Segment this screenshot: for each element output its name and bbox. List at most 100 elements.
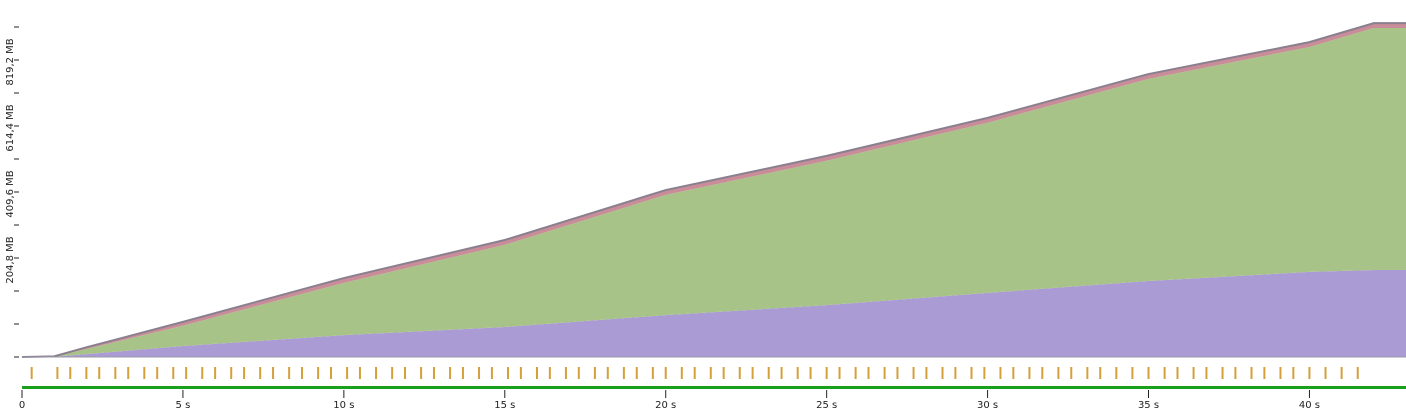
event (622, 367, 625, 379)
event (825, 367, 828, 379)
event (1147, 367, 1150, 379)
event (1279, 367, 1282, 379)
event (56, 367, 59, 379)
event (185, 367, 188, 379)
event (1012, 367, 1015, 379)
event (1205, 367, 1208, 379)
event (535, 367, 538, 379)
y-tick-label: 409,6 MB (5, 170, 16, 217)
event (983, 367, 986, 379)
event (1340, 367, 1343, 379)
event (767, 367, 770, 379)
event (1115, 367, 1118, 379)
x-tick-label: 20 s (655, 400, 676, 411)
event (1176, 367, 1179, 379)
event (751, 367, 754, 379)
event (85, 367, 88, 379)
event (883, 367, 886, 379)
y-tick-label: 614,4 MB (5, 104, 16, 151)
event (214, 367, 217, 379)
area (22, 23, 1406, 357)
event (127, 367, 130, 379)
event (1308, 367, 1311, 379)
event (478, 367, 481, 379)
event (925, 367, 928, 379)
event (259, 367, 262, 379)
x-tick-label: 40 s (1299, 400, 1320, 411)
event (664, 367, 667, 379)
event (722, 367, 725, 379)
x-tick-label: 30 s (977, 400, 998, 411)
event (1221, 367, 1224, 379)
event (329, 367, 332, 379)
event (288, 367, 291, 379)
event (999, 367, 1002, 379)
event (404, 367, 407, 379)
event (1041, 367, 1044, 379)
event (1131, 367, 1134, 379)
event (172, 367, 175, 379)
event (1324, 367, 1327, 379)
event (156, 367, 159, 379)
event (1086, 367, 1089, 379)
event (867, 367, 870, 379)
event (1070, 367, 1073, 379)
event (346, 367, 349, 379)
event (1099, 367, 1102, 379)
event (796, 367, 799, 379)
event (1250, 367, 1253, 379)
event (564, 367, 567, 379)
x-tick-label: 10 s (333, 400, 354, 411)
event (391, 367, 394, 379)
event (507, 367, 510, 379)
event (1263, 367, 1266, 379)
event (693, 367, 696, 379)
event (420, 367, 423, 379)
event (548, 367, 551, 379)
event (143, 367, 146, 379)
event (680, 367, 683, 379)
event (449, 367, 452, 379)
x-tick-label: 5 s (176, 400, 191, 411)
event (461, 367, 464, 379)
event (941, 367, 944, 379)
event (114, 367, 117, 379)
y-tick-label: 204,8 MB (5, 236, 16, 283)
y-tick-label: 819,2 MB (5, 38, 16, 85)
event (358, 367, 361, 379)
x-tick-label: 0 (19, 400, 25, 411)
event (490, 367, 493, 379)
outline (21, 22, 1406, 358)
event (1192, 367, 1195, 379)
event (301, 367, 304, 379)
area (22, 27, 1406, 358)
event (317, 367, 320, 379)
event (30, 367, 33, 379)
event (606, 367, 609, 379)
event (98, 367, 101, 379)
event (69, 367, 72, 379)
event (577, 367, 580, 379)
event (912, 367, 915, 379)
event (432, 367, 435, 379)
timeline-bar (22, 386, 1406, 389)
event (954, 367, 957, 379)
event (651, 367, 654, 379)
x-tick-label: 15 s (494, 400, 515, 411)
event (854, 367, 857, 379)
event (1028, 367, 1031, 379)
event (1234, 367, 1237, 379)
event (838, 367, 841, 379)
event (1163, 367, 1166, 379)
x-tick-label: 25 s (816, 400, 837, 411)
event (272, 367, 275, 379)
event (519, 367, 522, 379)
event (1292, 367, 1295, 379)
event (809, 367, 812, 379)
event (970, 367, 973, 379)
event (896, 367, 899, 379)
area (22, 269, 1406, 357)
event (738, 367, 741, 379)
event (593, 367, 596, 379)
